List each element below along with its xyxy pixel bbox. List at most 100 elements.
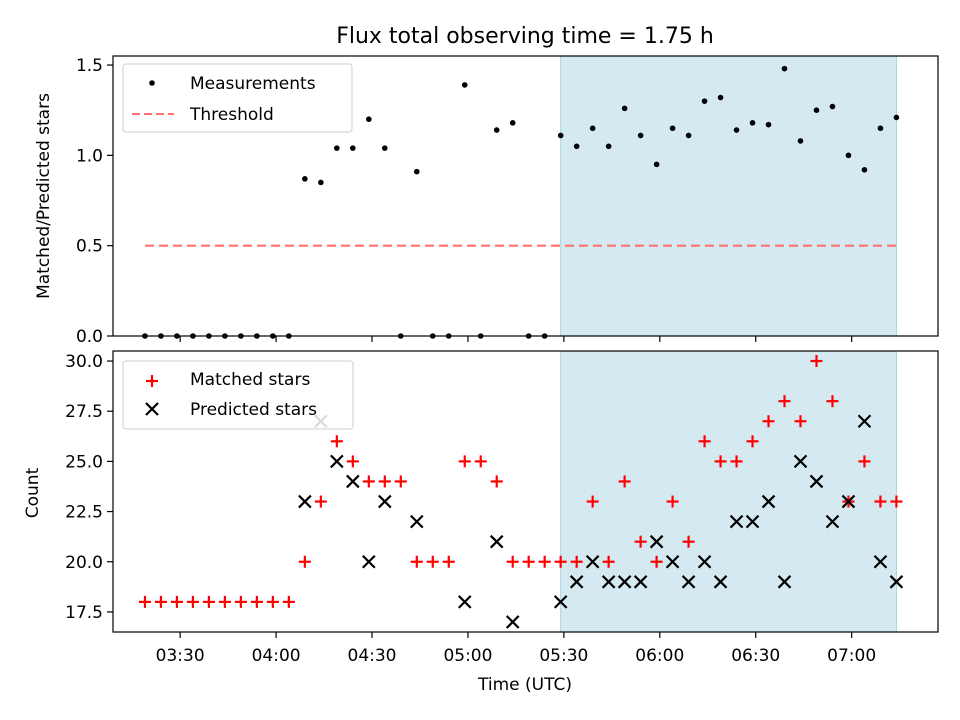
measurement-point (605, 143, 612, 150)
matched-star-point (778, 395, 791, 408)
observing-window-shade (560, 55, 897, 337)
measurement-point (829, 103, 836, 110)
y-tick-label: 20.0 (65, 553, 103, 573)
y-tick-label: 22.5 (65, 503, 103, 523)
predicted-star-point (378, 494, 392, 509)
measurement-point (366, 116, 372, 123)
matched-star-point (266, 595, 279, 608)
y-tick-label: 25.0 (65, 452, 103, 472)
predicted-star-point (745, 514, 760, 529)
measurement-point (701, 98, 708, 104)
matched-star-point (554, 555, 567, 568)
matched-star-point (618, 475, 631, 488)
predicted-star-point (873, 554, 888, 569)
matched-star-point (250, 595, 263, 608)
predicted-star-point (457, 595, 472, 609)
matched-star-point (522, 555, 535, 568)
x-tick-label: 04:30 (348, 646, 397, 666)
predicted-star-point (697, 554, 712, 569)
top-legend-box (122, 63, 353, 133)
measurement-point (413, 168, 420, 175)
matched-star-point (394, 475, 407, 488)
predicted-star-point (346, 474, 360, 489)
predicted-star-point (601, 575, 616, 589)
matched-star-point (154, 595, 167, 608)
matched-star-point (826, 395, 839, 408)
bottom-legend: Matched stars Predicted stars (122, 360, 354, 430)
measurement-point (302, 176, 308, 182)
predicted-star-point (665, 554, 680, 569)
predicted-star-point (809, 474, 824, 489)
x-axis-label: Time (UTC) (477, 675, 572, 695)
x-tick-label: 07:00 (827, 646, 876, 666)
bottom-legend-box (122, 360, 354, 430)
predicted-star-point (857, 414, 872, 429)
matched-star-point (234, 595, 247, 608)
predicted-star-point (825, 514, 840, 529)
y-tick-label: 1.0 (76, 146, 103, 166)
top-panel: Flux total observing time = 1.75 h 0.00.… (34, 24, 939, 347)
x-tick-label: 05:30 (539, 646, 588, 666)
predicted-star-point (505, 615, 520, 629)
measurement-point (461, 82, 468, 88)
matched-star-point (890, 495, 903, 508)
predicted-star-point (777, 575, 792, 589)
matched-star-point (570, 555, 583, 568)
matched-star-point (794, 415, 807, 428)
measurement-point (733, 127, 740, 133)
measurement-point (877, 125, 884, 132)
x-tick-label: 04:00 (252, 646, 301, 666)
matched-star-point (762, 415, 775, 428)
matched-star-point (442, 555, 455, 568)
y-tick-label: 1.5 (76, 56, 103, 76)
legend-matched-label: Matched stars (190, 370, 310, 390)
matched-star-point (298, 555, 311, 568)
legend-measurement-marker (149, 80, 155, 86)
predicted-star-point (729, 514, 744, 529)
predicted-star-point (681, 575, 696, 589)
matched-star-point (538, 555, 551, 568)
matched-star-point (330, 435, 343, 448)
measurement-point (653, 161, 660, 168)
top-y-axis-label: Matched/Predicted stars (34, 93, 54, 299)
predicted-star-point (793, 454, 808, 469)
top-legend: Measurements Threshold (122, 63, 353, 133)
predicted-star-point (713, 575, 728, 589)
matched-star-point (186, 595, 199, 608)
bottom-ticks: 17.5 20.0 22.5 25.0 27.5 30.0 03:30 04:00 04:30 0… (65, 352, 876, 666)
predicted-star-point (761, 494, 776, 509)
matched-star-point (458, 455, 471, 468)
predicted-star-point (569, 575, 584, 589)
matched-star-point (490, 475, 503, 488)
y-tick-label: 0.5 (76, 237, 103, 257)
measurement-point (350, 145, 356, 151)
y-tick-label: 30.0 (65, 352, 103, 372)
bottom-panel: 17.5 20.0 22.5 25.0 27.5 30.0 03:30 04:00 04:30 0… (23, 350, 939, 695)
measurement-point (781, 65, 788, 72)
matched-star-point (650, 555, 663, 568)
predicted-star-point (362, 554, 376, 569)
measurement-point (765, 121, 772, 128)
predicted-star-point (617, 575, 632, 589)
bottom-y-axis-label: Count (23, 467, 43, 518)
measurement-point (382, 145, 388, 151)
y-tick-label: 27.5 (65, 402, 103, 422)
measurement-point (637, 132, 644, 139)
x-tick-label: 05:00 (443, 646, 492, 666)
matched-star-point (410, 555, 423, 568)
predicted-star-point (633, 575, 648, 589)
matched-star-point (362, 475, 375, 488)
matched-star-point (506, 555, 519, 568)
top-ticks: 0.0 0.5 1.0 1.5 (76, 56, 853, 347)
y-tick-label: 17.5 (65, 603, 103, 623)
measurement-point (893, 114, 900, 121)
measurement-point (685, 132, 692, 139)
top-axes-frame (112, 55, 939, 337)
legend-threshold-label: Threshold (189, 105, 274, 125)
measurement-point (509, 120, 516, 126)
count-points (138, 355, 904, 629)
matched-star-point (858, 455, 871, 468)
predicted-star-point (489, 534, 504, 549)
matched-star-point (714, 455, 727, 468)
measurement-point (334, 145, 340, 151)
